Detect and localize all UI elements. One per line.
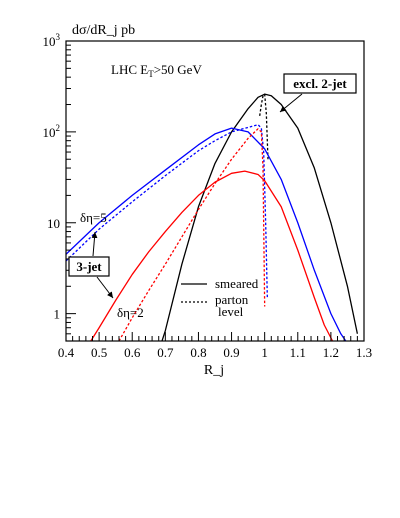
y-tick-base: 10: [43, 125, 56, 140]
header-rest: >50 GeV: [154, 62, 203, 77]
excl-2jet-arrow: [280, 94, 302, 112]
y-tick-exp: 3: [56, 32, 61, 42]
x-axis-title-text: R_j: [204, 363, 224, 378]
y-tick-exp: 2: [56, 123, 61, 133]
excl-2jet-label: excl. 2-jet: [293, 76, 347, 91]
x-tick-label: 0.4: [58, 345, 75, 360]
y-tick-label: 10: [47, 216, 60, 231]
three-jet-arrow-down: [97, 277, 113, 298]
y-tick-label: 102: [43, 123, 61, 140]
x-tick-label: 0.6: [124, 345, 141, 360]
deta2-label: δη=2: [117, 305, 144, 320]
x-axis-title: R_j: [204, 363, 224, 378]
y-tick-base: 1: [54, 307, 61, 322]
y-axis-title: dσ/dR_j pb: [72, 23, 135, 38]
x-tick-label: 1.2: [323, 345, 339, 360]
y-tick-base: 10: [43, 34, 56, 49]
x-tick-label: 0.9: [223, 345, 239, 360]
deta5-label: δη=5: [80, 210, 107, 225]
x-tick-label: 0.8: [190, 345, 206, 360]
legend-label-parton-line2: level: [218, 304, 244, 319]
x-tick-label: 0.5: [91, 345, 107, 360]
header-text: LHC E: [111, 62, 148, 77]
x-tick-label: 1: [261, 345, 268, 360]
y-axis-title-main: dσ/dR_j pb: [72, 23, 135, 38]
legend-label-smeared: smeared: [215, 276, 259, 291]
x-tick-label: 0.7: [157, 345, 174, 360]
x-tick-label: 1.3: [356, 345, 372, 360]
series-line-2: [66, 128, 346, 341]
y-tick-base: 10: [47, 216, 60, 231]
header-annotation: LHC ET>50 GeV: [111, 62, 202, 79]
series-layer: [66, 94, 357, 341]
x-tick-label: 1.1: [290, 345, 306, 360]
y-tick-label: 1: [54, 307, 61, 322]
legend: smeared parton level: [181, 276, 259, 319]
three-jet-label: 3-jet: [76, 259, 102, 274]
y-tick-label: 103: [43, 32, 61, 49]
legend-label-parton: parton level: [215, 292, 251, 319]
series-line-1: [260, 94, 268, 159]
